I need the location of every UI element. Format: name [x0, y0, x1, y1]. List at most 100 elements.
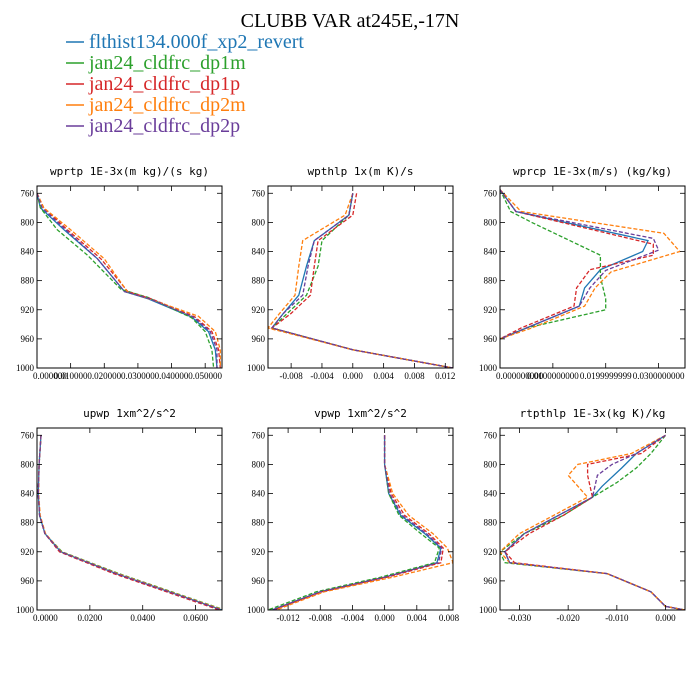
y-tick-label: 840 [252, 247, 266, 257]
y-tick-label: 880 [484, 276, 498, 286]
x-tick-label: 0.010000 [54, 371, 88, 381]
y-tick-label: 760 [21, 188, 35, 198]
y-tick-label: 920 [484, 547, 498, 557]
y-tick-label: 880 [252, 518, 266, 528]
y-tick-label: 1000 [479, 605, 498, 615]
y-tick-label: 1000 [247, 363, 266, 373]
panel-title: vpwp 1xm^2/s^2 [314, 407, 407, 420]
plot-frame [267, 427, 454, 611]
y-tick-label: 840 [484, 489, 498, 499]
series-line [500, 434, 685, 610]
y-tick-label: 960 [21, 334, 35, 344]
y-tick-label: 800 [484, 217, 498, 227]
x-tick-label: -0.008 [309, 613, 333, 623]
series-line [504, 434, 685, 610]
series-line [270, 193, 453, 368]
x-tick-label: 0.0300000000 [633, 371, 685, 381]
series-line [270, 193, 453, 368]
plot-frame [499, 427, 686, 611]
legend: flthist134.000f_xp2_revertjan24_cldfrc_d… [66, 31, 304, 137]
y-tick-label: 1000 [479, 363, 498, 373]
y-tick-label: 960 [484, 576, 498, 586]
y-tick-label: 840 [252, 489, 266, 499]
series-line [500, 189, 607, 340]
y-tick-label: 760 [484, 430, 498, 440]
x-tick-label: 0.040000 [155, 371, 189, 381]
y-tick-label: 1000 [247, 605, 266, 615]
series-line [275, 435, 453, 610]
x-tick-label: 0.030000 [121, 371, 155, 381]
series-group [500, 189, 681, 340]
x-tick-label: 0.0000 [33, 613, 58, 623]
chart-panel: wprtp 1E-3x(m kg)/(s kg) 0.0000000.010000… [16, 165, 223, 381]
x-tick-label: 0.050000 [188, 371, 222, 381]
chart-panel: wpthlp 1x(m K)/s -0.008 -0.004 0.000 0.004 0.… [247, 165, 455, 381]
series-group [37, 435, 222, 610]
legend-item: jan24_cldfrc_dp1m [66, 52, 246, 74]
x-tick-label: 0.008 [439, 613, 460, 623]
y-tick-label: 880 [21, 518, 35, 528]
legend-item: jan24_cldfrc_dp1p [66, 73, 240, 95]
series-line [268, 193, 453, 368]
chart-panel: vpwp 1xm^2/s^2 -0.012 -0.008 -0.004 0.000 0.0… [247, 407, 460, 623]
legend-label: jan24_cldfrc_dp1p [88, 73, 240, 95]
y-tick-label: 880 [484, 518, 498, 528]
panel-title: wpthlp 1x(m K)/s [308, 165, 414, 178]
y-tick-label: 760 [21, 430, 35, 440]
x-tick-label: 0.000000 [33, 371, 67, 381]
series-line [37, 193, 221, 368]
y-tick-label: 800 [21, 459, 35, 469]
x-tick-label: 0.000 [343, 371, 364, 381]
series-line [37, 193, 218, 368]
legend-label: jan24_cldfrc_dp2p [88, 115, 240, 137]
x-tick-label: 0.0100000000 [527, 371, 579, 381]
series-line [37, 435, 222, 610]
series-group [268, 193, 453, 368]
series-line [503, 434, 685, 610]
x-tick-label: -0.004 [341, 613, 365, 623]
plot-frame [267, 185, 454, 369]
chart-panel: wprcp 1E-3x(m/s) (kg/kg) 0.0000000000.010… [479, 165, 686, 381]
x-tick-label: 0.012 [435, 371, 455, 381]
y-tick-label: 800 [484, 459, 498, 469]
y-tick-label: 760 [484, 188, 498, 198]
x-tick-label: 0.000 [655, 613, 676, 623]
y-tick-label: 880 [252, 276, 266, 286]
y-tick-label: 760 [252, 430, 266, 440]
series-line [37, 193, 215, 368]
x-tick-label: 0.020000 [87, 371, 121, 381]
y-tick-label: 920 [252, 547, 266, 557]
series-line [500, 189, 660, 340]
y-tick-label: 800 [21, 217, 35, 227]
x-tick-label: 0.008 [404, 371, 425, 381]
series-line [500, 189, 654, 340]
y-tick-label: 1000 [16, 363, 35, 373]
y-tick-label: 840 [484, 247, 498, 257]
series-line [273, 435, 444, 610]
y-tick-label: 960 [252, 334, 266, 344]
panel-title: rtpthlp 1E-3x(kg K)/kg [520, 407, 666, 420]
x-tick-label: 0.0199999999 [580, 371, 632, 381]
legend-item: jan24_cldfrc_dp2p [66, 115, 240, 137]
y-tick-label: 920 [21, 547, 35, 557]
x-tick-label: 0.0400 [130, 613, 155, 623]
series-group [268, 435, 453, 610]
legend-item: jan24_cldfrc_dp2m [66, 94, 246, 116]
panels: wprtp 1E-3x(m kg)/(s kg)0.0000000.010000… [16, 165, 686, 623]
x-tick-label: -0.020 [557, 613, 581, 623]
series-line [37, 193, 218, 368]
x-tick-label: -0.004 [310, 371, 334, 381]
figure-title: CLUBB VAR at245E,-17N [241, 10, 460, 32]
chart-panel: rtpthlp 1E-3x(kg K)/kg -0.030 -0.020 -0.010… [479, 407, 686, 623]
series-group [37, 193, 221, 368]
plot-frame [499, 185, 686, 369]
series-line [37, 435, 222, 610]
y-tick-label: 920 [21, 305, 35, 315]
y-tick-label: 800 [252, 217, 266, 227]
panel-title: upwp 1xm^2/s^2 [83, 407, 176, 420]
panel-title: wprcp 1E-3x(m/s) (kg/kg) [513, 165, 672, 178]
x-tick-label: 0.004 [374, 371, 395, 381]
y-tick-label: 880 [21, 276, 35, 286]
y-tick-label: 840 [21, 247, 35, 257]
